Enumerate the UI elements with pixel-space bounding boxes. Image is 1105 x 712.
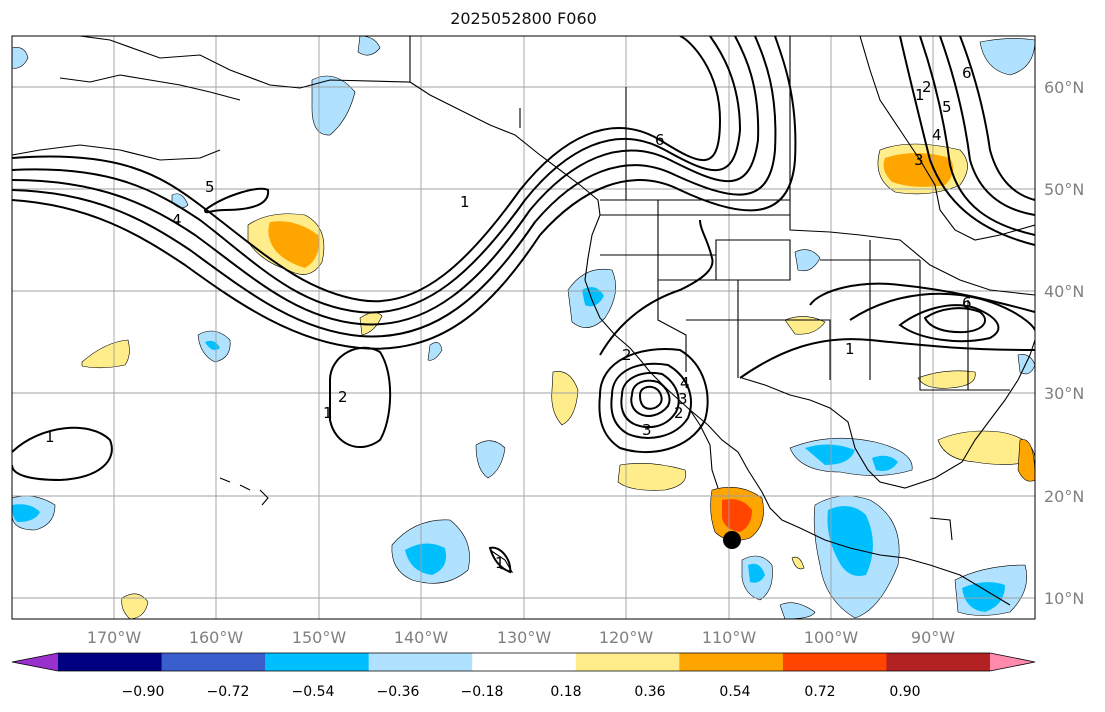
map-title: 2025052800 F060 [450,9,597,28]
lon-label: 90°W [911,628,955,647]
contour-label: 1 [323,404,333,422]
contour-label: 6 [962,64,972,82]
storm-position-marker [723,531,741,549]
map-panel: 6 5 4 3 2 1 6 5 4 3 2 1 1 2 1 1 2 3 4 6 … [12,36,1035,619]
contour-label: 2 [674,404,684,422]
colorbar-segment [368,653,473,671]
colorbar-segment [575,653,680,671]
shaded-fields [12,36,1035,619]
colorbar-ticks: −0.90 −0.72 −0.54 −0.36 −0.18 0.18 0.36 … [122,684,921,700]
contour-label: 5 [942,98,952,116]
contour-label: 3 [642,421,652,439]
contour-label: 4 [680,374,690,392]
lon-label: 160°W [189,628,244,647]
contour-label: 1 [460,193,470,211]
colorbar-segment [58,653,163,671]
contour-label: 1 [845,340,855,358]
colorbar-tick-label: 0.90 [889,684,920,700]
contour-label: 6 [655,131,665,149]
contour-label: 6 [962,294,972,312]
lon-label: 120°W [599,628,654,647]
contour-label: 1 [495,554,505,572]
longitude-labels: 170°W 160°W 150°W 140°W 130°W 120°W 110°… [87,628,955,647]
contour-label: 4 [932,126,942,144]
latitude-labels: 60°N 50°N 40°N 30°N 20°N 10°N [1044,78,1084,608]
colorbar-segment [265,653,370,671]
contour-label: 2 [922,78,932,96]
coastlines [12,36,1035,606]
colorbar-tick-label: 0.36 [634,684,665,700]
contour-label: 4 [172,211,182,229]
colorbar-tick-label: −0.54 [292,684,335,700]
colorbar-segment [161,653,266,671]
map-frame [11,35,1036,620]
lon-label: 170°W [87,628,142,647]
lat-label: 10°N [1044,589,1084,608]
colorbar-tick-label: −0.36 [377,684,420,700]
colorbar-tick-label: −0.90 [122,684,165,700]
colorbar: −0.90 −0.72 −0.54 −0.36 −0.18 0.18 0.36 … [11,652,1036,700]
contour-label: 3 [914,151,924,169]
lat-label: 60°N [1044,78,1084,97]
contour-label: 5 [205,178,215,196]
colorbar-segment [886,653,991,671]
colorbar-extend-max [990,653,1035,671]
colorbar-tick-label: 0.18 [550,684,581,700]
colorbar-segment [472,653,577,671]
colorbar-tick-label: −0.72 [207,684,250,700]
lat-label: 30°N [1044,384,1084,403]
lon-label: 100°W [804,628,859,647]
contour-label: 2 [338,388,348,406]
contour-label: 2 [622,346,632,364]
colorbar-extend-min [12,653,58,671]
contour-lines [12,36,1035,574]
lat-label: 50°N [1044,180,1084,199]
contour-label: 3 [678,390,688,408]
lon-label: 150°W [292,628,347,647]
contour-label: 1 [45,428,55,446]
colorbar-tick-label: −0.18 [461,684,504,700]
colorbar-tick-label: 0.54 [719,684,750,700]
lon-label: 110°W [702,628,757,647]
contour-label: 1 [915,86,925,104]
graticule [12,36,1035,619]
colorbar-segment [782,653,887,671]
colorbar-segment [679,653,784,671]
lat-label: 20°N [1044,487,1084,506]
lon-label: 130°W [497,628,552,647]
contour-labels: 6 5 4 3 2 1 6 5 4 3 2 1 1 2 1 1 2 3 4 6 … [45,64,972,572]
lat-label: 40°N [1044,282,1084,301]
colorbar-outline [11,652,1036,672]
colorbar-tick-label: 0.72 [804,684,835,700]
lon-label: 140°W [394,628,449,647]
